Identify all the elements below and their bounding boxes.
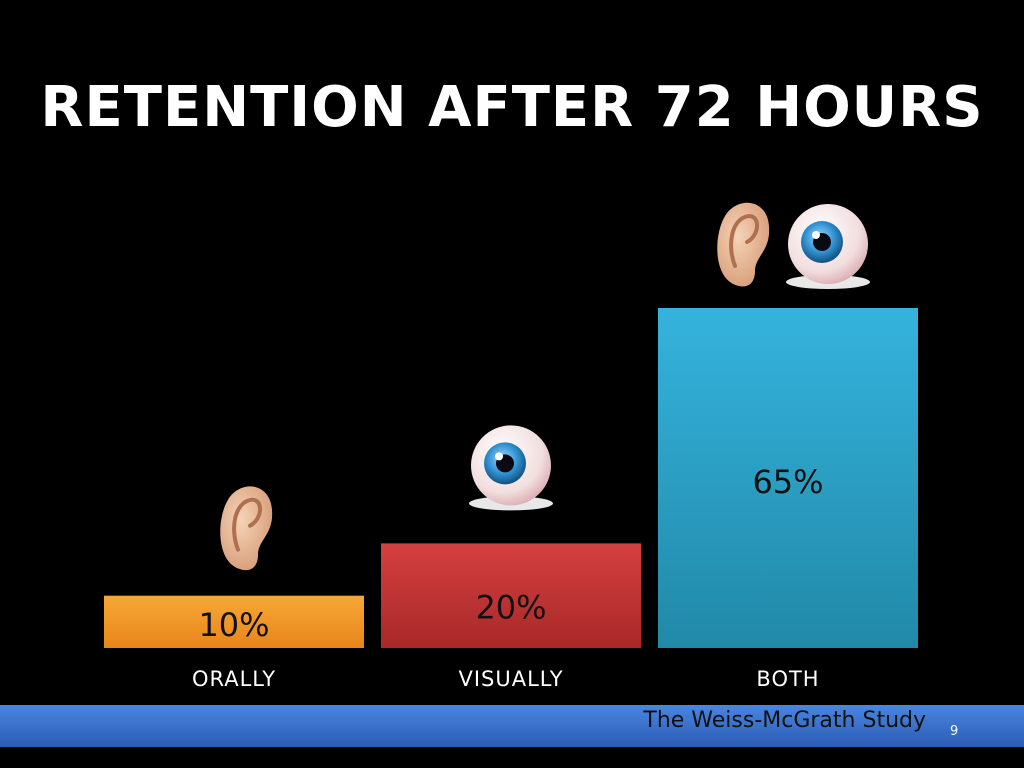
bar-value-label: 20% bbox=[475, 588, 546, 626]
bar-both bbox=[658, 308, 918, 648]
category-label: ORALLY bbox=[192, 667, 276, 691]
ear-icon bbox=[220, 486, 273, 571]
bar-orally bbox=[104, 595, 364, 648]
category-label: BOTH bbox=[756, 667, 819, 691]
slide-title: RETENTION AFTER 72 HOURS bbox=[40, 75, 984, 140]
footer-bar bbox=[0, 705, 1024, 747]
eye-icon bbox=[469, 425, 553, 511]
bar-value-label: 65% bbox=[752, 463, 823, 501]
footer-citation: The Weiss-McGrath Study bbox=[643, 708, 926, 733]
eye-icon bbox=[786, 204, 870, 289]
bar-value-label: 10% bbox=[198, 606, 269, 644]
bar-visually bbox=[381, 543, 641, 648]
bar-chart: 10% ORALLY 20% VISUALLY 65% BOTH bbox=[104, 202, 918, 691]
page-number: 9 bbox=[950, 724, 959, 739]
ear-icon bbox=[717, 202, 770, 287]
category-label: VISUALLY bbox=[458, 667, 563, 691]
